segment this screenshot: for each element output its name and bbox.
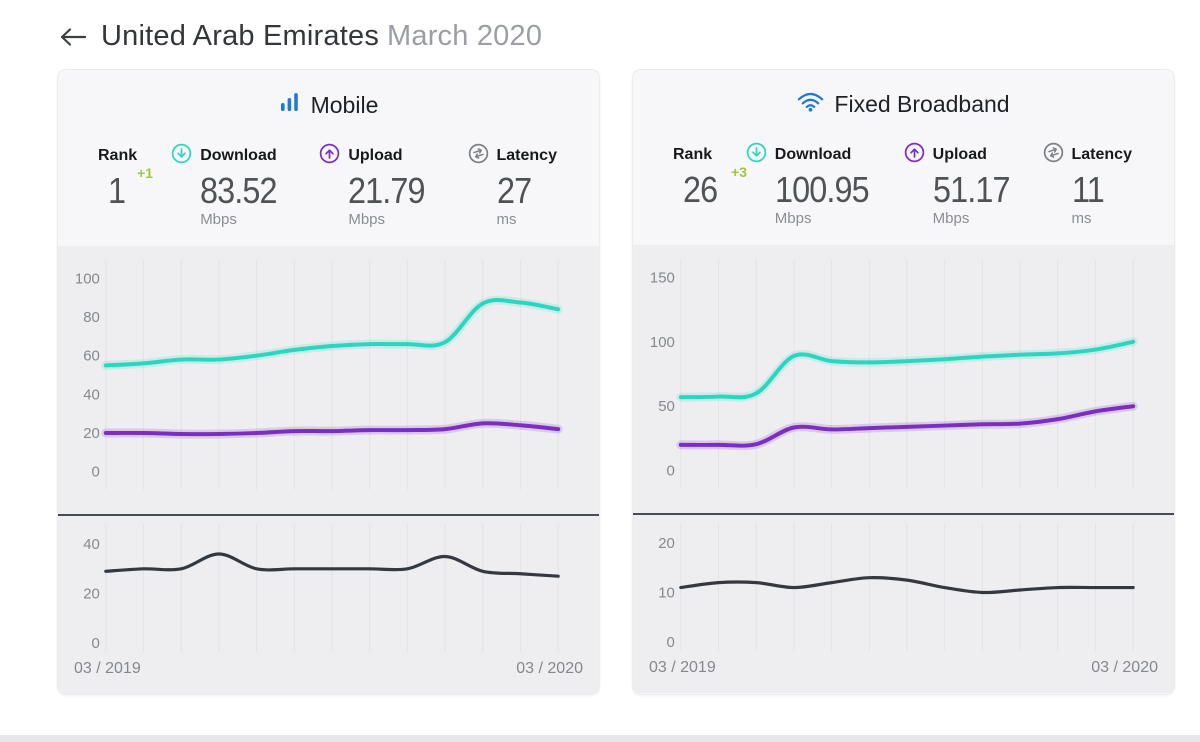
mobile-x-axis-labels: 03 / 2019 03 / 2020 (58, 656, 599, 694)
latency-value: 11 (1071, 169, 1105, 210)
svg-text:80: 80 (83, 309, 100, 326)
stat-label: Upload (932, 146, 987, 163)
svg-text:20: 20 (83, 425, 100, 442)
chart-divider (633, 512, 1174, 515)
stat-label: Rank (98, 147, 138, 164)
svg-text:0: 0 (667, 634, 675, 651)
fixed-card-title: Fixed Broadband (633, 70, 1174, 118)
upload-unit: Mbps (348, 210, 386, 228)
svg-text:10: 10 (658, 584, 675, 601)
stat-label: Latency (496, 147, 557, 164)
mobile-stat-download: Download 83.52 Mbps (171, 143, 285, 228)
mobile-speed-chart: 100 80 60 40 20 0 (75, 260, 563, 490)
mobile-card-title: Mobile (58, 70, 599, 119)
fixed-charts-section: 150 100 50 0 20 10 0 03 / 2019 03 / 2020 (633, 244, 1174, 693)
rank-change-badge: +1 (137, 165, 154, 181)
fixed-stat-rank: Rank 26 +3 (673, 144, 747, 227)
mobile-stat-latency: Latency 27 ms (468, 143, 557, 228)
download-unit: Mbps (774, 209, 812, 227)
upload-unit: Mbps (932, 209, 970, 227)
wifi-icon (797, 91, 824, 118)
svg-text:60: 60 (83, 347, 100, 364)
page-bottom-divider (0, 735, 1200, 742)
latency-value: 27 (496, 170, 532, 211)
svg-text:100: 100 (650, 334, 675, 351)
download-value: 100.95 (774, 169, 870, 210)
svg-text:20: 20 (83, 585, 100, 602)
latency-icon (1043, 142, 1064, 168)
x-axis-start-label: 03 / 2019 (74, 659, 141, 677)
card-title-text: Mobile (310, 91, 379, 118)
fixed-broadband-card: Fixed Broadband Rank 26 +3 (632, 69, 1175, 695)
fixed-x-axis-labels: 03 / 2019 03 / 2020 (633, 655, 1174, 693)
mobile-stat-rank: Rank 1 +1 (98, 145, 153, 228)
latency-unit: ms (1071, 209, 1092, 227)
mobile-stat-upload: Upload 21.79 Mbps (319, 143, 433, 228)
svg-text:0: 0 (92, 463, 100, 480)
cards-container: Mobile Rank 1 +1 (0, 65, 1200, 695)
page-header: United Arab Emirates March 2020 (0, 0, 1200, 65)
mobile-charts-section: 100 80 60 40 20 0 40 20 0 03 / 2019 03 / 2020 (58, 245, 599, 694)
mobile-latency-chart: 40 20 0 (83, 524, 560, 652)
stat-label: Download (774, 146, 852, 163)
x-axis-start-label: 03 / 2019 (649, 658, 716, 676)
svg-text:50: 50 (658, 398, 675, 415)
mobile-signal-bars-icon (279, 91, 301, 119)
stat-label: Download (200, 147, 277, 164)
stat-label: Rank (673, 146, 713, 163)
upload-icon (904, 142, 925, 168)
fixed-stat-download: Download 100.95 Mbps (746, 142, 879, 227)
report-month: March 2020 (387, 20, 543, 52)
svg-text:20: 20 (658, 535, 675, 552)
download-icon (171, 143, 192, 169)
fixed-latency-chart: 20 10 0 (658, 523, 1135, 651)
fixed-stat-upload: Upload 51.17 Mbps (904, 142, 1018, 227)
card-title-text: Fixed Broadband (834, 91, 1010, 117)
back-arrow-icon[interactable] (58, 25, 88, 49)
x-axis-end-label: 03 / 2020 (1091, 658, 1158, 676)
download-unit: Mbps (200, 210, 237, 228)
svg-text:40: 40 (83, 536, 100, 553)
svg-text:150: 150 (650, 269, 675, 286)
upload-value: 21.79 (348, 170, 425, 211)
fixed-stat-latency: Latency 11 ms (1043, 142, 1132, 227)
svg-text:100: 100 (75, 270, 100, 287)
mobile-card: Mobile Rank 1 +1 (57, 69, 600, 695)
svg-text:40: 40 (83, 386, 100, 403)
download-icon (746, 142, 767, 168)
country-name: United Arab Emirates (101, 20, 380, 52)
mobile-stats-row: Rank 1 +1 Download (58, 119, 599, 246)
latency-unit: ms (496, 210, 517, 228)
download-value: 83.52 (200, 170, 277, 211)
latency-icon (468, 143, 489, 169)
svg-text:0: 0 (667, 462, 675, 479)
x-axis-end-label: 03 / 2020 (516, 659, 583, 677)
upload-icon (319, 143, 340, 169)
fixed-speed-chart: 150 100 50 0 (650, 259, 1138, 489)
fixed-stats-row: Rank 26 +3 Download (633, 118, 1174, 245)
rank-value: 26 (683, 169, 718, 210)
rank-value: 1 (108, 170, 126, 211)
stat-label: Upload (348, 147, 403, 164)
rank-change-badge: +3 (731, 164, 748, 180)
svg-text:0: 0 (92, 635, 100, 652)
page-title: United Arab Emirates March 2020 (101, 20, 542, 53)
upload-value: 51.17 (932, 169, 1010, 210)
chart-divider (58, 513, 599, 516)
stat-label: Latency (1071, 146, 1132, 163)
